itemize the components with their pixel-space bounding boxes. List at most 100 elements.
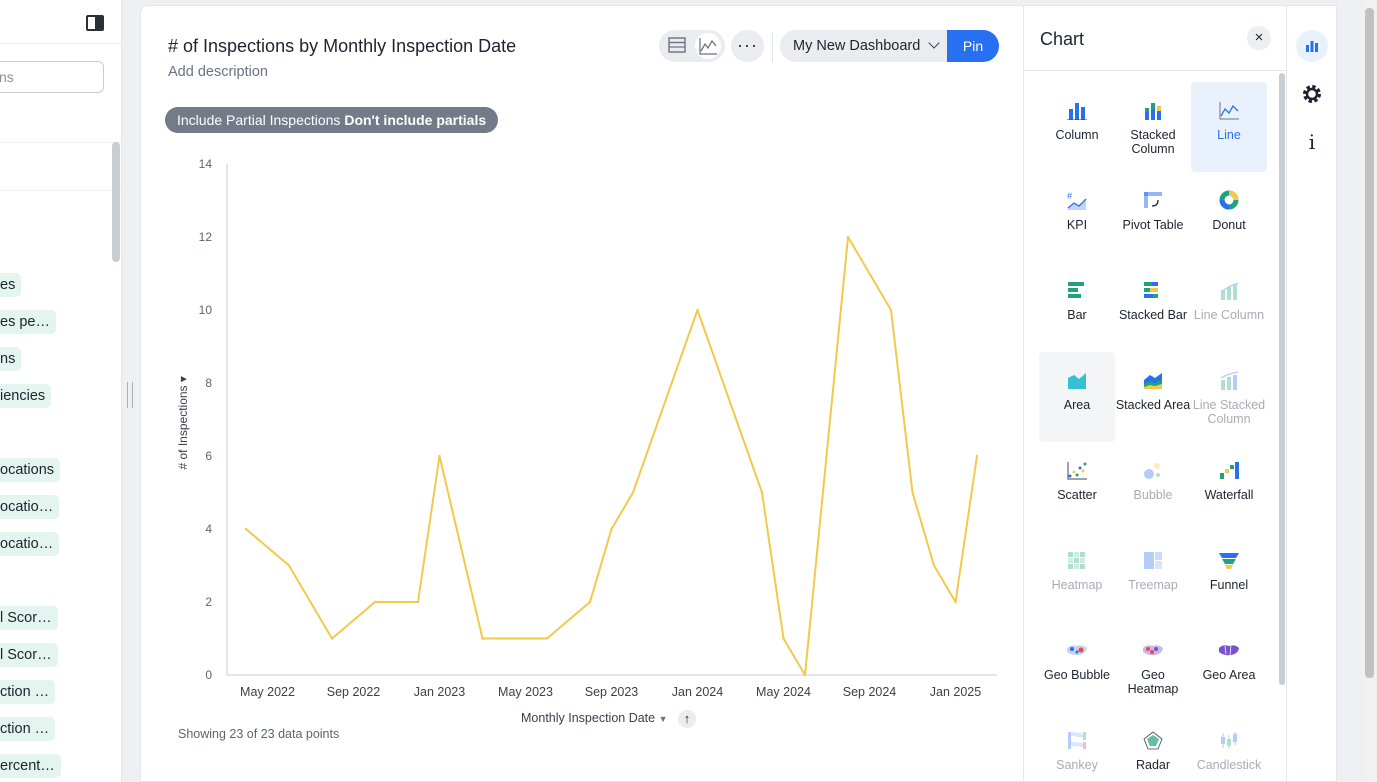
x-axis-title-button[interactable]: Monthly Inspection Date ▼	[521, 711, 668, 725]
page-scrollbar[interactable]	[1362, 0, 1377, 782]
chart-type-candlestick: Candlestick	[1191, 712, 1267, 782]
chart-type-label: Stacked Bar	[1118, 308, 1188, 322]
field-tag[interactable]: es pe…	[0, 310, 56, 334]
chart-type-label: Area	[1063, 398, 1091, 412]
resize-handle[interactable]	[127, 382, 133, 408]
chart-type-geo-bubble[interactable]: Geo Bubble	[1039, 622, 1115, 712]
bar-chart-icon	[1068, 282, 1084, 298]
chart-type-radar[interactable]: Radar	[1115, 712, 1191, 782]
field-tag[interactable]: l Scor…	[0, 606, 58, 630]
filter-chip-label: Include Partial Inspections	[177, 112, 341, 128]
x-tick-label: Jan 2025	[930, 685, 981, 699]
data-point	[610, 527, 613, 531]
description-field[interactable]: Add description	[168, 64, 268, 80]
chart-type-kpi[interactable]: # KPI	[1039, 172, 1115, 262]
close-icon[interactable]: ×	[1247, 26, 1271, 50]
chart-type-label: Column	[1055, 128, 1099, 142]
data-point	[502, 637, 506, 640]
geo-area-icon	[1219, 644, 1239, 656]
data-point	[932, 564, 936, 567]
field-tag[interactable]: ction …	[0, 680, 56, 704]
data-point	[545, 637, 549, 640]
field-search-input[interactable]: ns	[0, 61, 104, 93]
chart-type-label: Bar	[1067, 308, 1087, 322]
x-tick-label: May 2024	[756, 685, 811, 699]
panel-toggle-icon[interactable]	[86, 15, 104, 31]
chart-type-funnel[interactable]: Funnel	[1191, 532, 1267, 622]
page-title[interactable]: # of Inspections by Monthly Inspection D…	[168, 36, 517, 56]
chart-type-scatter[interactable]: Scatter	[1039, 442, 1115, 532]
kpi-icon: #	[1067, 191, 1087, 210]
field-tag[interactable]: iencies	[0, 384, 52, 408]
data-point	[244, 527, 248, 531]
dashboard-select[interactable]: My New Dashboard	[780, 30, 948, 62]
data-point	[631, 491, 635, 494]
gear-icon[interactable]	[1296, 78, 1328, 110]
pin-button[interactable]: Pin	[947, 30, 999, 62]
filter-chip[interactable]: Include Partial Inspections Don't includ…	[165, 107, 499, 133]
chart-view-icon[interactable]	[695, 33, 721, 59]
data-point	[889, 308, 893, 312]
stacked-bar-icon	[1144, 282, 1158, 298]
field-tag[interactable]: ercent…	[0, 754, 61, 778]
more-options-button[interactable]: ···	[731, 30, 764, 62]
y-tick-label: 12	[199, 230, 213, 244]
data-point	[287, 564, 291, 567]
field-tag[interactable]: ns	[0, 347, 22, 371]
data-panel: ns es es pe… ns iencies ocations ocatio… ocati…	[0, 0, 122, 782]
page-scrollbar-thumb[interactable]	[1365, 8, 1374, 678]
chart-type-label: Stacked Column	[1130, 128, 1176, 156]
sort-ascending-icon[interactable]: ↑	[678, 710, 696, 728]
data-point	[416, 600, 420, 604]
divider	[0, 190, 121, 191]
field-tag[interactable]: l Scor…	[0, 643, 58, 667]
field-tag[interactable]: es	[0, 273, 22, 297]
chart-type-stacked-column[interactable]: Stacked Column	[1115, 82, 1191, 172]
x-tick-label: May 2022	[240, 685, 295, 699]
view-toggle	[659, 30, 725, 62]
chart-type-label: Treemap	[1128, 578, 1178, 592]
data-point	[438, 454, 441, 458]
field-tag[interactable]: ction …	[0, 717, 56, 741]
field-tag[interactable]: ocations	[0, 458, 61, 482]
chart-type-panel: Chart × Column Stacked Column Line # KPI Pivo…	[1023, 5, 1287, 782]
x-tick-label: May 2023	[498, 685, 553, 699]
chart-type-geo-area[interactable]: Geo Area	[1191, 622, 1267, 712]
right-rail: i	[1287, 5, 1337, 782]
treemap-icon	[1144, 552, 1162, 569]
table-view-icon[interactable]	[668, 37, 686, 53]
y-axis-title: # of Inspections ▾	[176, 376, 190, 469]
data-panel-scrollbar[interactable]	[112, 142, 120, 262]
chart-type-label: Scatter	[1057, 488, 1097, 502]
geo-heatmap-icon	[1143, 645, 1163, 656]
waterfall-icon	[1220, 462, 1239, 479]
chart-type-label: Geo Bubble	[1043, 668, 1111, 682]
data-point	[911, 491, 914, 494]
field-tag[interactable]: ocatio…	[0, 495, 60, 519]
chart-type-geo-heatmap[interactable]: Geo Heatmap	[1115, 622, 1191, 712]
panel-scrollbar[interactable]	[1279, 73, 1285, 685]
chart-type-stacked-bar[interactable]: Stacked Bar	[1115, 262, 1191, 352]
chart-type-sankey: Sankey	[1039, 712, 1115, 782]
chart-settings-icon[interactable]	[1296, 30, 1328, 62]
stacked-column-icon	[1145, 103, 1161, 120]
data-point	[954, 600, 957, 604]
chart-type-line[interactable]: Line	[1191, 82, 1267, 172]
info-icon[interactable]: i	[1308, 130, 1316, 154]
x-axis-title: Monthly Inspection Date	[521, 711, 656, 725]
y-tick-label: 0	[205, 668, 212, 682]
chart-type-area[interactable]: Area	[1039, 352, 1115, 442]
chart-type-pivot-table[interactable]: Pivot Table	[1115, 172, 1191, 262]
chart-type-waterfall[interactable]: Waterfall	[1191, 442, 1267, 532]
chart-type-stacked-area[interactable]: Stacked Area	[1115, 352, 1191, 442]
chart-type-donut[interactable]: Donut	[1191, 172, 1267, 262]
chart-type-bar[interactable]: Bar	[1039, 262, 1115, 352]
chart-type-treemap: Treemap	[1115, 532, 1191, 622]
candlestick-icon	[1221, 732, 1237, 749]
sankey-icon	[1068, 732, 1086, 749]
field-tag[interactable]: ocatio…	[0, 532, 60, 556]
y-tick-label: 4	[205, 522, 212, 536]
chart-type-column[interactable]: Column	[1039, 82, 1115, 172]
y-tick-label: 6	[205, 449, 212, 463]
